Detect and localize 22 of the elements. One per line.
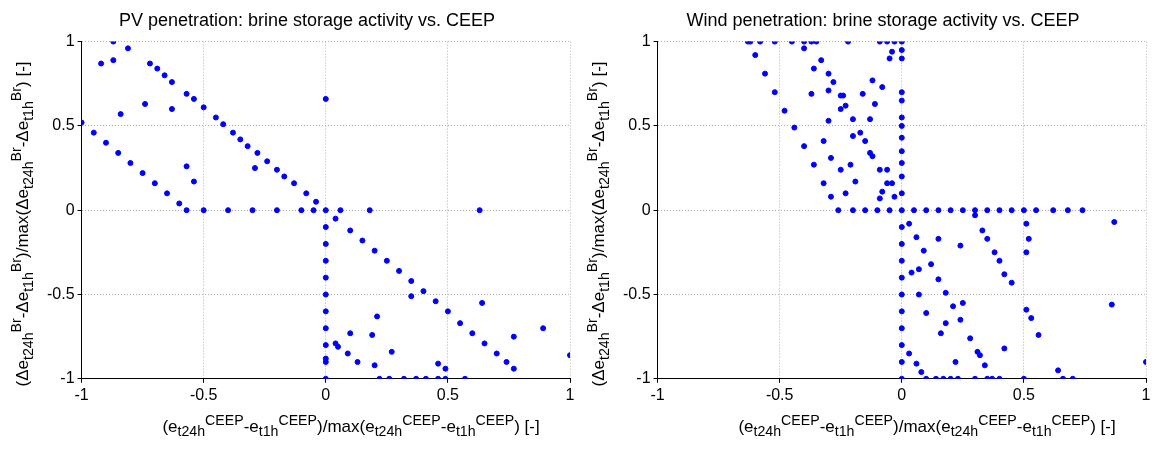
y-tick-label: 0.5 <box>628 116 651 134</box>
chart-title: Wind penetration: brine storage activity vs. CEEP <box>686 9 1080 30</box>
y-tick-label: 0.5 <box>52 116 75 134</box>
y-tick-label: -1 <box>60 369 75 387</box>
chart-title: PV penetration: brine storage activity vs. CEEP <box>118 9 496 30</box>
x-tick-label: 0 <box>321 385 331 403</box>
y-tick-label: 1 <box>641 32 651 50</box>
y-tick-label: 0 <box>641 200 651 218</box>
text: (e$_{t24h}$$^{CEEP}$-e$_{t1h}$$^{CEEP}$)/max(e$_{t24h}$$^{CEEP}$-e$_{t1h}$$^{CEEP}$) [-] <box>738 412 1116 440</box>
y-tick-label: 0 <box>65 200 75 218</box>
x-tick-label: 0.5 <box>436 385 460 403</box>
y-tick-label: -0.5 <box>46 284 75 302</box>
x-tick-label: 0 <box>897 385 907 403</box>
y-tick-label: -0.5 <box>622 284 651 302</box>
x-tick-label: 0.5 <box>1012 385 1036 403</box>
y-tick-label: 1 <box>65 32 75 50</box>
x-tick-label: -0.5 <box>189 385 218 403</box>
x-tick-label: -0.5 <box>765 385 794 403</box>
text: (e$_{t24h}$$^{CEEP}$-e$_{t1h}$$^{CEEP}$)/max(e$_{t24h}$$^{CEEP}$-e$_{t1h}$$^{CEEP}$) [-] <box>162 412 540 440</box>
x-tick-label: 1 <box>565 385 575 403</box>
y-tick-label: -1 <box>636 369 651 387</box>
x-tick-label: 1 <box>1141 385 1151 403</box>
